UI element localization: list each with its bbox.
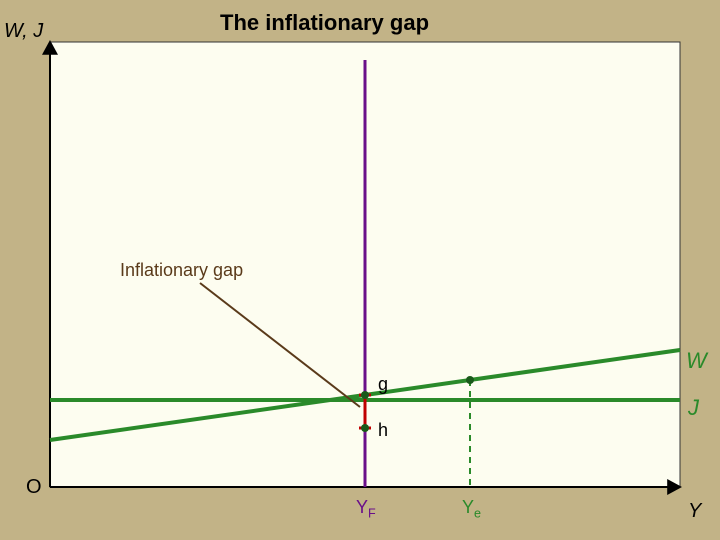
gap-annotation-label: Inflationary gap bbox=[120, 260, 243, 281]
yf-label-sub: F bbox=[368, 507, 376, 521]
point-h bbox=[361, 424, 369, 432]
axis-label-y: Y bbox=[688, 500, 701, 523]
ye-label-sub: e bbox=[474, 507, 481, 521]
ye-label: Ye bbox=[462, 497, 481, 521]
point-h-label: h bbox=[378, 420, 388, 441]
yf-label: YF bbox=[356, 497, 376, 521]
point-e bbox=[466, 376, 474, 384]
j-line-label: J bbox=[688, 395, 699, 421]
axis-label-wj: W, J bbox=[4, 20, 43, 43]
chart-title: The inflationary gap bbox=[220, 10, 429, 36]
yf-label-pre: Y bbox=[356, 497, 368, 517]
point-g-label: g bbox=[378, 374, 388, 395]
w-line-label: W bbox=[686, 348, 707, 374]
diagram-svg bbox=[0, 0, 720, 540]
ye-label-pre: Y bbox=[462, 497, 474, 517]
point-g bbox=[361, 391, 369, 399]
origin-label: O bbox=[26, 476, 42, 499]
